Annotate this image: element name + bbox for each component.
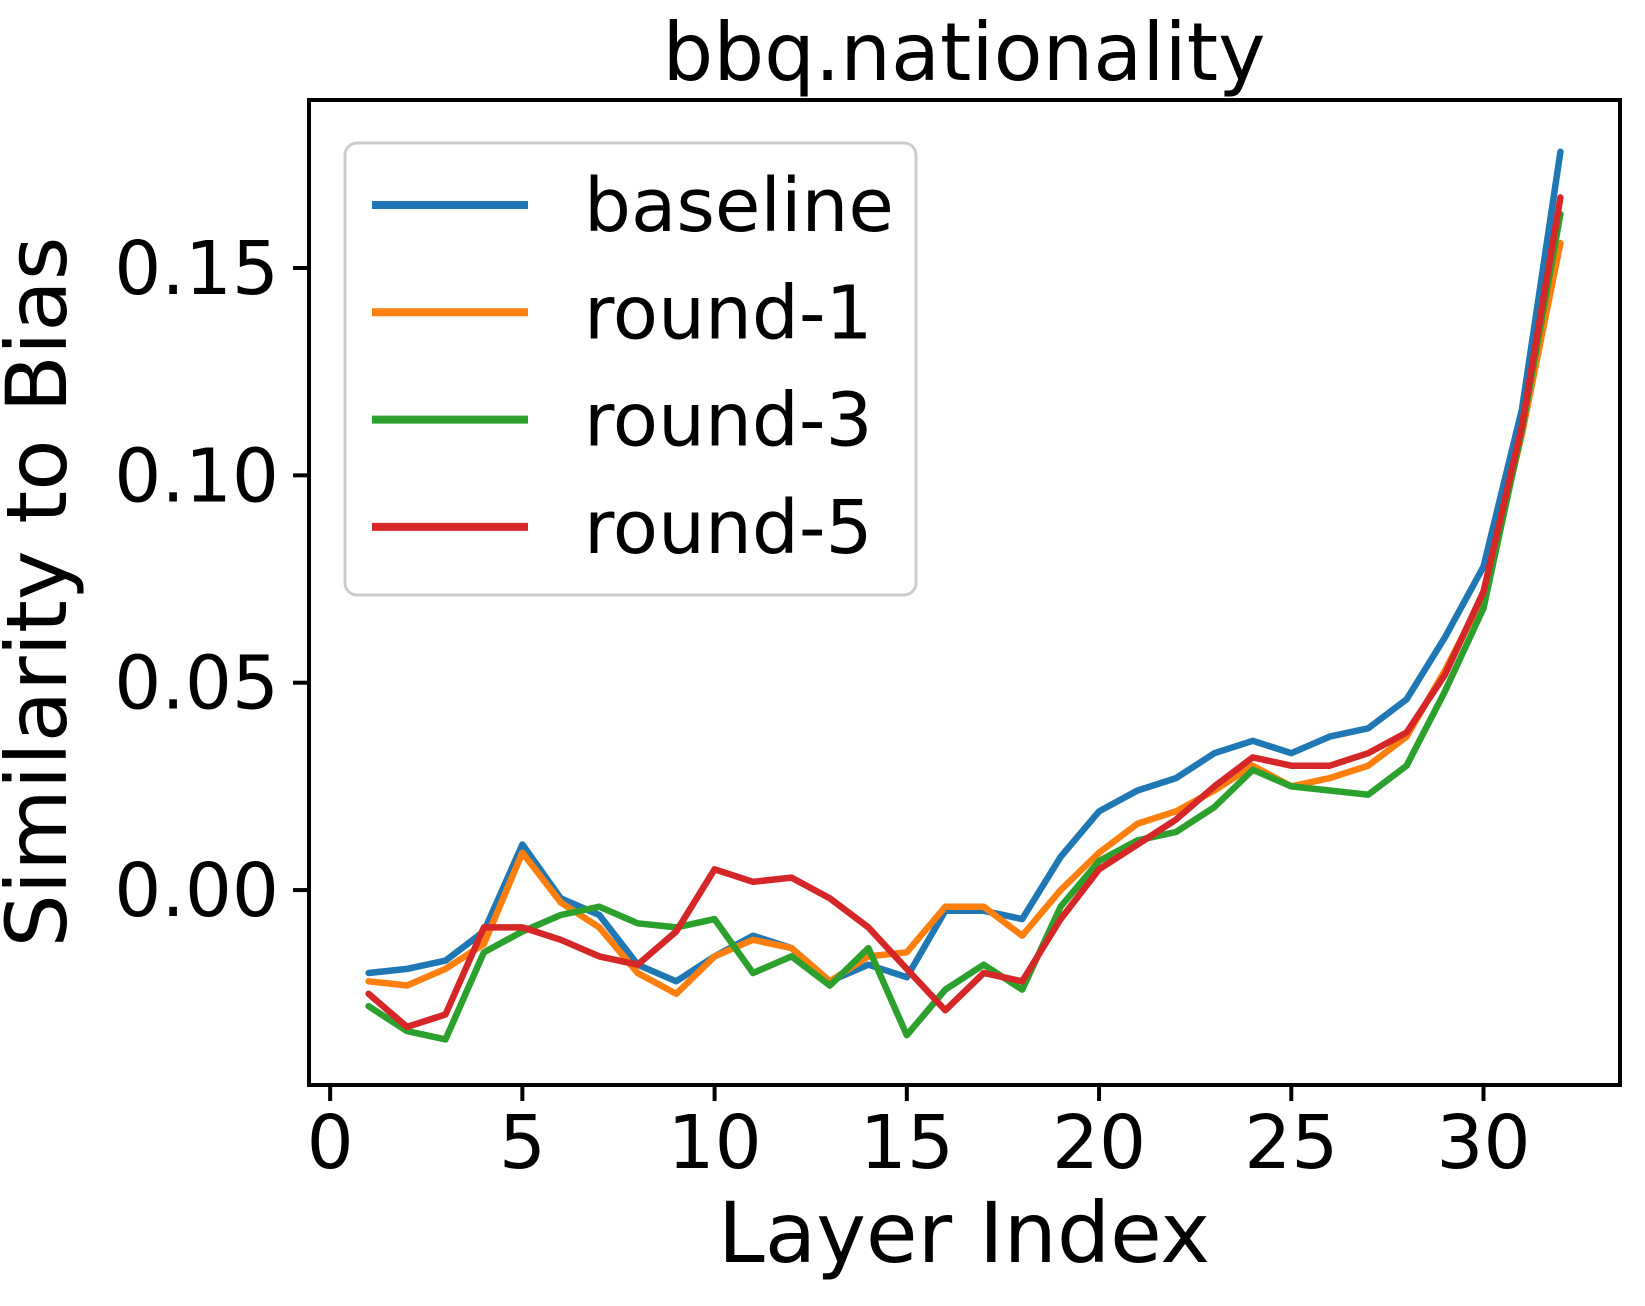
legend-item: round-5 (372, 485, 873, 571)
legend-label-baseline: baseline (584, 163, 894, 249)
legend-label-round-1: round-1 (584, 270, 873, 356)
line-baseline (365, 148, 1564, 985)
x-tick-label: 20 (1052, 1100, 1146, 1186)
x-tick-label: 25 (1244, 1100, 1338, 1186)
legend: baseline round-1 round-3 round-5 (343, 141, 918, 597)
line-round-5 (365, 194, 1564, 1031)
plot-border (307, 98, 1622, 1087)
legend-item: round-3 (372, 378, 873, 464)
x-tick-label: 10 (668, 1100, 762, 1186)
line-round-3 (365, 210, 1564, 1043)
legend-label-round-3: round-3 (584, 378, 873, 464)
y-tick-label: 0.00 (114, 848, 279, 934)
legend-box (343, 141, 918, 597)
y-tick-label: 0.05 (114, 641, 279, 727)
y-axis-label: Similarity to Bias (0, 236, 86, 947)
plot-area (307, 98, 1622, 1087)
axis-ticks: 0 5 10 15 20 25 30 0.00 0.05 0.10 0.15 (114, 226, 1530, 1186)
x-tick-label: 30 (1436, 1100, 1530, 1186)
y-tick-label: 0.15 (114, 226, 279, 312)
line-round-1 (365, 239, 1564, 998)
data-lines (365, 148, 1564, 1043)
x-tick-label: 5 (499, 1100, 546, 1186)
chart-title: bbq.nationality (663, 6, 1266, 99)
x-axis-label: Layer Index (718, 1184, 1210, 1282)
x-tick-label: 15 (860, 1100, 954, 1186)
y-tick-label: 0.10 (114, 433, 279, 519)
x-tick-label: 0 (307, 1100, 354, 1186)
legend-item: round-1 (372, 270, 873, 356)
legend-label-round-5: round-5 (584, 485, 873, 571)
legend-item: baseline (372, 163, 894, 249)
